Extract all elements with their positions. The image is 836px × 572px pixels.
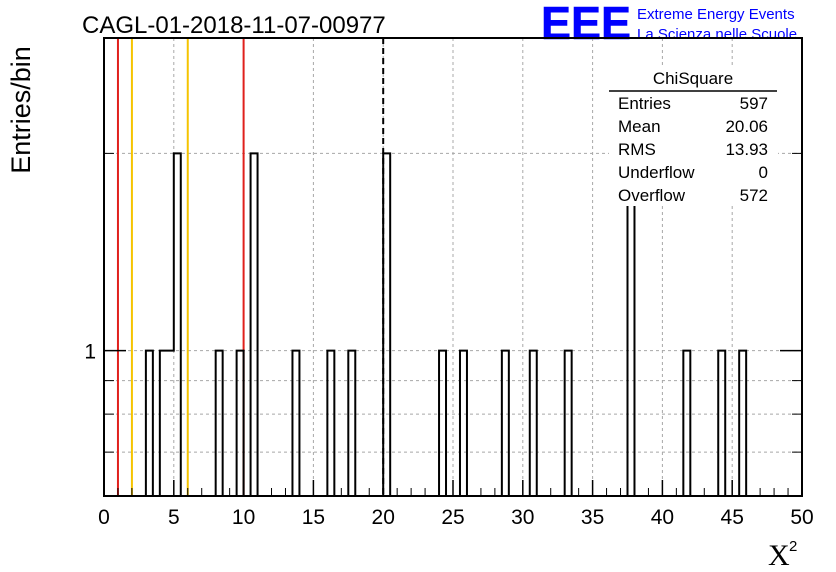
eee-logo-line2: La Scienza nelle Scuole: [637, 26, 797, 43]
eee-logo-mark: EEE: [541, 0, 631, 49]
x-tick-label: 20: [372, 506, 395, 529]
x-tick-label: 40: [651, 506, 674, 529]
x-tick-label: 45: [721, 506, 744, 529]
stats-label-mean: Mean: [618, 117, 661, 136]
x-tick-label: 50: [790, 506, 813, 529]
x-axis-label-text: X: [768, 539, 790, 572]
x-tick-label: 0: [98, 506, 110, 529]
stats-label-overflow: Overflow: [618, 186, 686, 205]
stats-value-underflow: 0: [759, 163, 768, 182]
axes: 0 5 10 15 20 25 30 35 40 45 50 1: [84, 152, 814, 529]
x-tick-label: 30: [511, 506, 534, 529]
x-tick-label: 15: [302, 506, 325, 529]
x-tick-label: 35: [581, 506, 604, 529]
stats-value-mean: 20.06: [725, 117, 768, 136]
histogram: [104, 152, 802, 497]
stats-label-underflow: Underflow: [618, 163, 695, 182]
stats-box-bg: [609, 66, 778, 206]
stats-value-entries: 597: [740, 94, 768, 113]
stats-value-rms: 13.93: [725, 140, 768, 159]
stats-title: ChiSquare: [653, 69, 733, 88]
stats-box: ChiSquare Entries 597 Mean 20.06 RMS 13.…: [609, 66, 778, 206]
y-axis-label: Entries/bin: [6, 46, 36, 174]
x-tick-label: 10: [232, 506, 255, 529]
x-tick-label: 25: [441, 506, 464, 529]
y-tick-label: 1: [84, 341, 96, 364]
eee-logo: EEE Extreme Energy Events La Scienza nel…: [541, 0, 797, 49]
stats-value-overflow: 572: [740, 186, 768, 205]
eee-logo-line1: Extreme Energy Events: [637, 6, 795, 23]
stats-label-entries: Entries: [618, 94, 671, 113]
x-axis-label-sup: 2: [789, 538, 797, 555]
chart-title: CAGL-01-2018-11-07-00977: [82, 12, 386, 39]
x-tick-label: 5: [168, 506, 180, 529]
stats-label-rms: RMS: [618, 140, 656, 159]
x-axis-label: X 2: [768, 538, 797, 572]
